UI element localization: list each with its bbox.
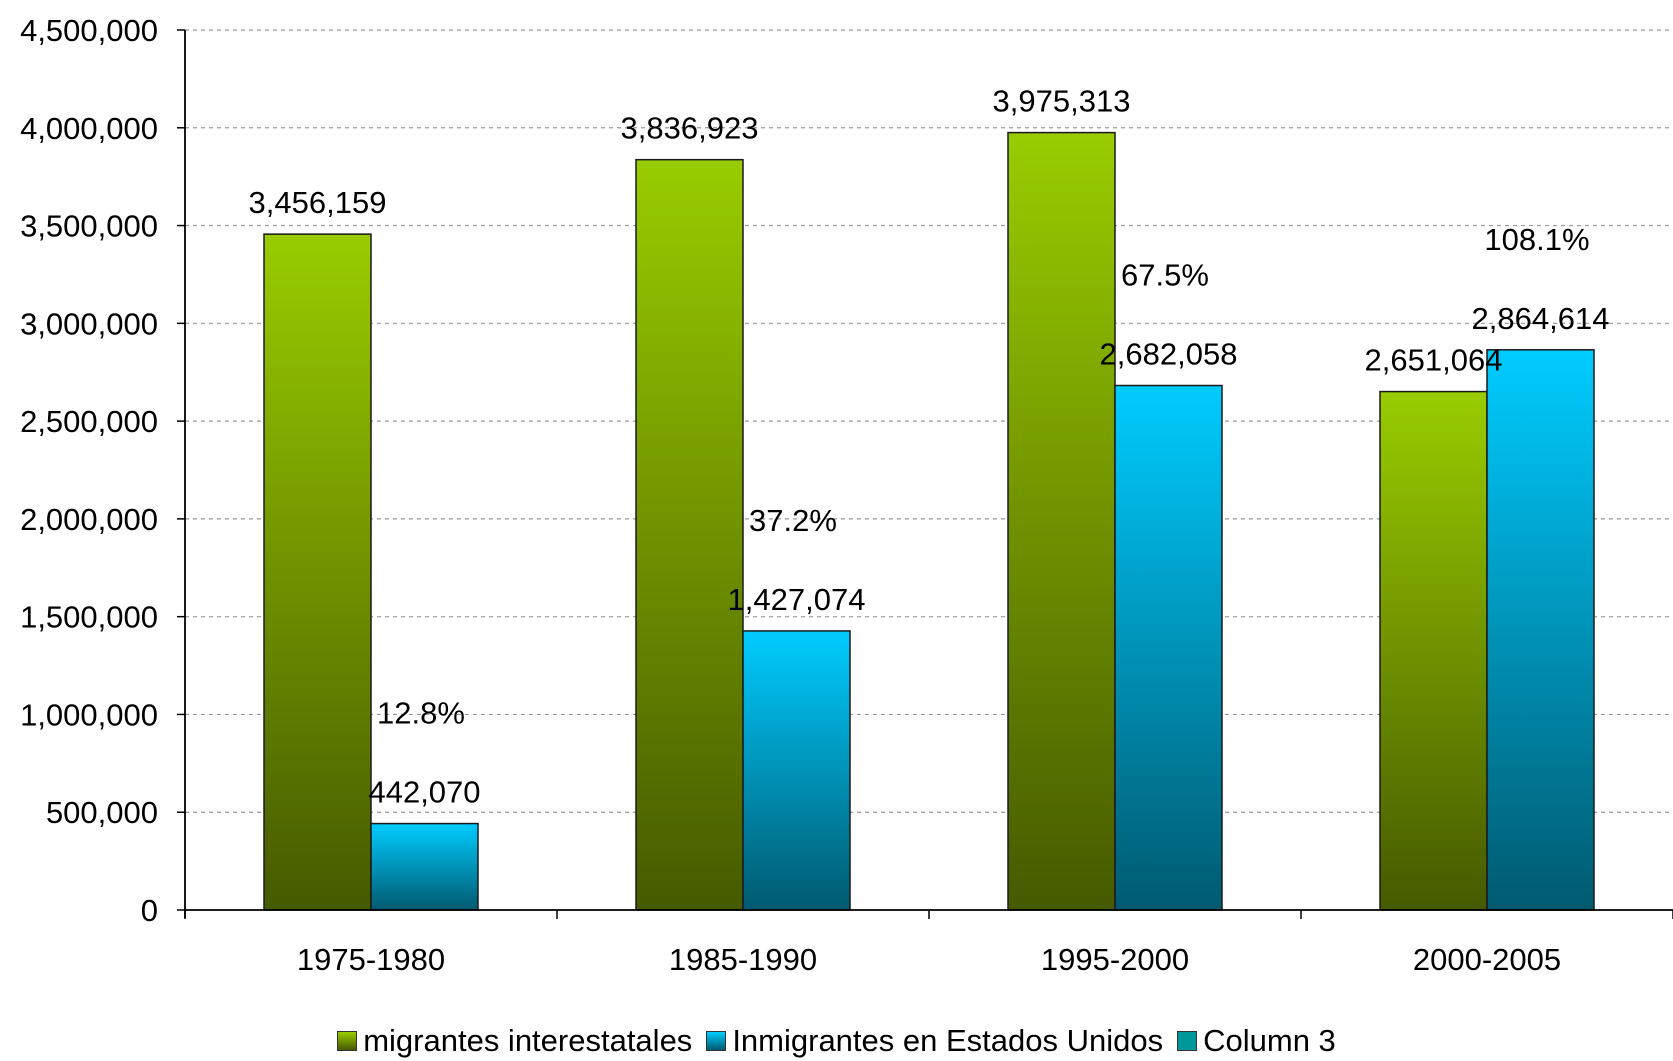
x-tick-label: 2000-2005 — [1413, 942, 1561, 977]
x-tick-label: 1985-1990 — [669, 942, 817, 977]
y-tick-label: 3,500,000 — [20, 209, 158, 244]
data-label: 2,651,064 — [1365, 343, 1503, 378]
x-tick-label: 1995-2000 — [1041, 942, 1189, 977]
percent-label: 12.8% — [377, 696, 465, 731]
bar-inmigrantes — [1114, 384, 1223, 911]
bars — [263, 131, 1595, 911]
data-label: 3,456,159 — [249, 185, 387, 220]
percent-label: 67.5% — [1121, 258, 1209, 293]
y-tick-label: 500,000 — [46, 795, 158, 830]
legend: migrantes interestatales Inmigrantes en … — [0, 1023, 1673, 1059]
y-tick-label: 3,000,000 — [20, 306, 158, 341]
bar-inmigrantes — [370, 822, 479, 911]
percent-label: 108.1% — [1484, 222, 1589, 257]
legend-swatch-green — [337, 1031, 358, 1051]
data-label: 1,427,074 — [728, 582, 866, 617]
y-tick-label: 1,500,000 — [20, 600, 158, 635]
data-labels: 3,456,159 442,070 12.8% 3,836,923 1,427,074 3… — [249, 84, 1610, 810]
bar-migrantes — [1007, 131, 1116, 911]
legend-item-migrantes: migrantes interestatales — [337, 1023, 692, 1059]
bar-migrantes — [263, 233, 372, 911]
legend-item-column-3: Column 3 — [1177, 1023, 1336, 1059]
bar-inmigrantes — [1486, 349, 1595, 911]
data-label: 442,070 — [368, 775, 480, 810]
data-label: 2,864,614 — [1472, 301, 1610, 336]
legend-swatch-blue — [706, 1031, 727, 1051]
y-tick-label: 4,000,000 — [20, 111, 158, 146]
bar-migrantes — [1379, 390, 1488, 911]
legend-item-inmigrantes: Inmigrantes en Estados Unidos — [706, 1023, 1163, 1059]
axes — [184, 30, 1673, 919]
legend-label: Inmigrantes en Estados Unidos — [732, 1023, 1164, 1058]
data-label: 3,836,923 — [621, 111, 759, 146]
y-axis-ticks: 0 500,000 1,000,000 1,500,000 2,000,000 2,500… — [20, 13, 185, 928]
y-tick-label: 0 — [141, 893, 158, 928]
y-tick-label: 2,000,000 — [20, 502, 158, 537]
x-tick-label: 1975-1980 — [297, 942, 445, 977]
y-tick-label: 1,000,000 — [20, 697, 158, 732]
x-axis-ticks: 1975-1980 1985-1990 1995-2000 2000-2005 — [297, 942, 1561, 977]
y-tick-label: 2,500,000 — [20, 404, 158, 439]
bar-inmigrantes — [742, 630, 851, 911]
gridlines — [185, 29, 1673, 813]
legend-label: Column 3 — [1203, 1023, 1336, 1058]
percent-label: 37.2% — [749, 503, 837, 538]
legend-swatch-teal — [1177, 1031, 1198, 1051]
y-tick-label: 4,500,000 — [20, 13, 158, 48]
legend-label: migrantes interestatales — [363, 1023, 693, 1058]
bar-migrantes — [635, 158, 744, 911]
data-label: 2,682,058 — [1100, 337, 1238, 372]
data-label: 3,975,313 — [993, 84, 1131, 119]
bar-chart: 0 500,000 1,000,000 1,500,000 2,000,000 2,500… — [20, 13, 1673, 977]
